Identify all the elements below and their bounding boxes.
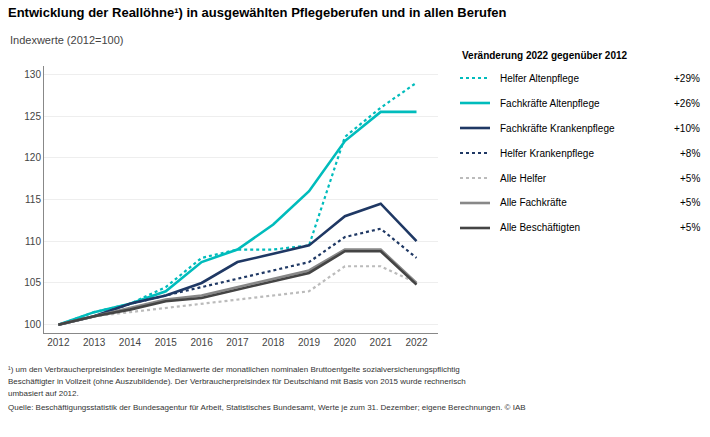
svg-text:100: 100 xyxy=(24,319,41,330)
svg-text:+5%: +5% xyxy=(680,197,700,208)
svg-text:2020: 2020 xyxy=(334,337,357,348)
svg-text:+5%: +5% xyxy=(680,173,700,184)
svg-text:+8%: +8% xyxy=(680,148,700,159)
svg-text:2013: 2013 xyxy=(83,337,106,348)
svg-text:Quelle: Beschäftigungsstatisti: Quelle: Beschäftigungsstatistik der Bund… xyxy=(8,403,526,412)
svg-text:Alle Helfer: Alle Helfer xyxy=(500,173,547,184)
svg-text:Beschäftigter in Vollzeit (ohn: Beschäftigter in Vollzeit (ohne Auszubil… xyxy=(8,377,466,386)
svg-text:120: 120 xyxy=(24,152,41,163)
svg-text:Fachkräfte Altenpflege: Fachkräfte Altenpflege xyxy=(500,98,600,109)
svg-text:+29%: +29% xyxy=(674,73,700,84)
svg-text:Indexwerte (2012=100): Indexwerte (2012=100) xyxy=(10,34,123,46)
svg-text:+26%: +26% xyxy=(674,98,700,109)
svg-text:115: 115 xyxy=(25,194,41,205)
svg-text:110: 110 xyxy=(25,236,41,247)
svg-text:Veränderung 2022 gegenüber 201: Veränderung 2022 gegenüber 2012 xyxy=(462,50,628,61)
svg-text:130: 130 xyxy=(24,69,41,80)
svg-text:Helfer Krankenpflege: Helfer Krankenpflege xyxy=(500,148,594,159)
svg-text:2019: 2019 xyxy=(298,337,321,348)
svg-text:2016: 2016 xyxy=(190,337,213,348)
svg-text:umbasiert auf 2012.: umbasiert auf 2012. xyxy=(8,389,79,398)
svg-text:2014: 2014 xyxy=(119,337,142,348)
svg-text:¹) um den Verbraucherpreisinde: ¹) um den Verbraucherpreisindex bereinig… xyxy=(8,365,460,374)
svg-text:2012: 2012 xyxy=(47,337,70,348)
svg-text:Fachkräfte Krankenpflege: Fachkräfte Krankenpflege xyxy=(500,123,615,134)
svg-text:2015: 2015 xyxy=(155,337,178,348)
svg-text:Helfer Altenpflege: Helfer Altenpflege xyxy=(500,73,579,84)
svg-text:105: 105 xyxy=(24,277,41,288)
svg-text:2018: 2018 xyxy=(262,337,285,348)
svg-text:2021: 2021 xyxy=(370,337,393,348)
svg-text:+10%: +10% xyxy=(674,123,700,134)
svg-text:Alle Fachkräfte: Alle Fachkräfte xyxy=(500,197,567,208)
svg-text:+5%: +5% xyxy=(680,222,700,233)
svg-text:2022: 2022 xyxy=(405,337,428,348)
svg-text:Entwicklung der Reallöhne¹) in: Entwicklung der Reallöhne¹) in ausgewähl… xyxy=(8,5,506,20)
svg-text:125: 125 xyxy=(24,111,41,122)
svg-text:2017: 2017 xyxy=(226,337,249,348)
svg-text:Alle Beschäftigten: Alle Beschäftigten xyxy=(500,222,580,233)
